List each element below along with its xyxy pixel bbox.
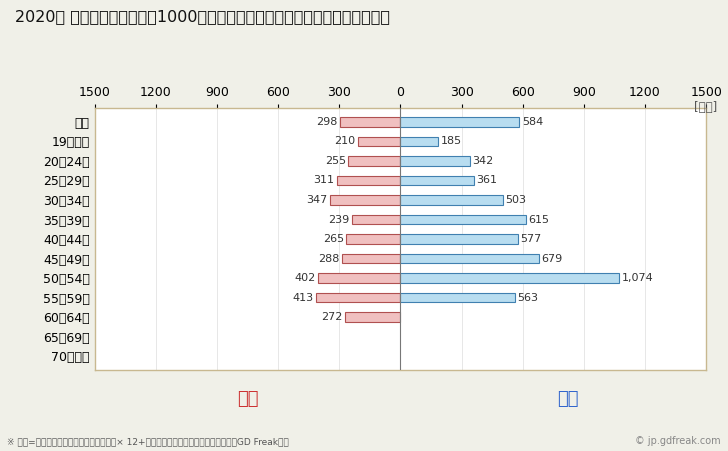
Text: ※ 年収=「きまって支給する現金給与額」× 12+「年間賞与その他特別給与額」としてGD Freak推計: ※ 年収=「きまって支給する現金給与額」× 12+「年間賞与その他特別給与額」と… — [7, 437, 289, 446]
Bar — [318, 273, 400, 283]
Text: 男性: 男性 — [557, 390, 579, 408]
Text: 347: 347 — [306, 195, 327, 205]
Text: 288: 288 — [318, 253, 339, 263]
Bar — [400, 215, 526, 225]
Bar — [345, 312, 400, 322]
Text: 298: 298 — [316, 117, 337, 127]
Bar — [400, 293, 515, 303]
Text: 210: 210 — [334, 136, 355, 147]
Bar — [349, 156, 400, 166]
Bar — [347, 234, 400, 244]
Text: 265: 265 — [323, 234, 344, 244]
Bar — [357, 137, 400, 146]
Text: 402: 402 — [295, 273, 316, 283]
Text: 272: 272 — [321, 312, 342, 322]
Text: 584: 584 — [522, 117, 543, 127]
Text: 413: 413 — [293, 293, 314, 303]
Text: 311: 311 — [314, 175, 335, 185]
Bar — [400, 137, 438, 146]
Text: 255: 255 — [325, 156, 346, 166]
Text: 679: 679 — [541, 253, 563, 263]
Bar — [400, 175, 474, 185]
Bar — [400, 195, 503, 205]
Bar — [400, 253, 539, 263]
Text: 361: 361 — [476, 175, 497, 185]
Bar — [337, 175, 400, 185]
Text: 239: 239 — [328, 215, 349, 225]
Text: 185: 185 — [440, 136, 462, 147]
Text: 503: 503 — [505, 195, 526, 205]
Text: © jp.gdfreak.com: © jp.gdfreak.com — [635, 437, 721, 446]
Bar — [316, 293, 400, 303]
Bar — [400, 156, 470, 166]
Text: 1,074: 1,074 — [622, 273, 654, 283]
Bar — [352, 215, 400, 225]
Text: 577: 577 — [521, 234, 542, 244]
Text: 563: 563 — [518, 293, 539, 303]
Text: 2020年 民間企業（従業者数1000人以上）フルタイム労働者の男女別平均年収: 2020年 民間企業（従業者数1000人以上）フルタイム労働者の男女別平均年収 — [15, 9, 389, 24]
Bar — [340, 117, 400, 127]
Bar — [400, 117, 520, 127]
Bar — [400, 234, 518, 244]
Bar — [341, 253, 400, 263]
Text: [万円]: [万円] — [694, 101, 717, 115]
Text: 女性: 女性 — [237, 390, 258, 408]
Text: 615: 615 — [529, 215, 549, 225]
Bar — [330, 195, 400, 205]
Bar — [400, 273, 620, 283]
Text: 342: 342 — [472, 156, 494, 166]
